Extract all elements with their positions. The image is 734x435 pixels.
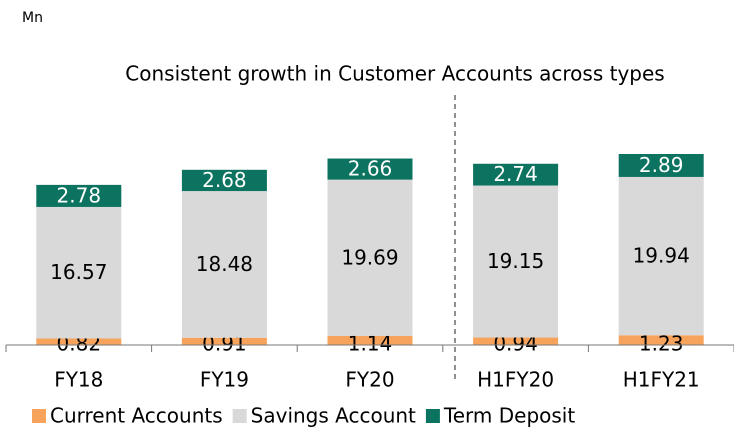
bar-segment [618, 335, 704, 345]
data-label: 19.69 [341, 245, 398, 269]
x-tick-label: H1FY21 [623, 368, 700, 392]
bar-segment [327, 335, 413, 345]
bar-segment [473, 337, 559, 345]
data-label: 2.68 [202, 168, 247, 192]
legend-swatch [425, 409, 440, 423]
bar-segment [36, 206, 122, 339]
data-label: 19.15 [487, 249, 544, 273]
bar-segment [36, 338, 122, 345]
bar-segment [618, 176, 704, 336]
data-label: 16.57 [50, 260, 107, 284]
bar-segment [473, 185, 559, 338]
bar-segment [181, 191, 267, 338]
chart-title: Consistent growth in Customer Accounts a… [125, 62, 664, 86]
bar-segment [181, 337, 267, 345]
bar-segment [473, 163, 559, 186]
bar-segment [327, 158, 413, 180]
legend-label: Current Accounts [50, 404, 223, 428]
bar-segment [618, 154, 704, 177]
legend-label: Term Deposit [443, 404, 575, 428]
legend-swatch [232, 409, 247, 423]
unit-label: Mn [22, 10, 43, 26]
legend-swatch [32, 409, 46, 423]
bar-segment [327, 179, 413, 336]
data-label: 18.48 [196, 252, 253, 276]
data-label: 2.74 [493, 162, 538, 186]
legend-label: Savings Account [251, 404, 416, 428]
data-label: 2.89 [639, 153, 684, 177]
bar-segment [181, 169, 267, 192]
bar-segment [36, 184, 122, 207]
x-tick-label: FY20 [345, 368, 394, 392]
x-tick-label: H1FY20 [477, 368, 554, 392]
data-label: 2.78 [57, 183, 102, 207]
x-tick-label: FY18 [54, 368, 103, 392]
data-label: 19.94 [633, 244, 690, 268]
data-label: 1.23 [639, 332, 684, 356]
x-tick-label: FY19 [200, 368, 249, 392]
data-label: 2.66 [348, 157, 393, 181]
